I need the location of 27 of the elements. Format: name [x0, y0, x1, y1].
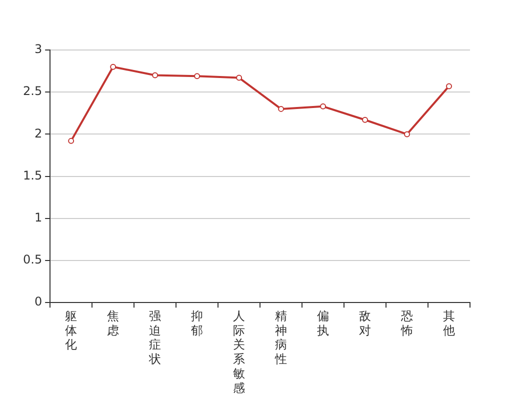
x-tick-label: 人际关系敏感 [233, 308, 246, 395]
point [152, 72, 158, 78]
point [236, 74, 242, 81]
x-tick-label: 抑郁 [191, 308, 204, 338]
y-tick-label: 2 [34, 126, 42, 140]
point [362, 116, 368, 123]
x-tick-label: 其他 [443, 308, 456, 338]
y-tick-label: 2.5 [22, 84, 42, 98]
point [278, 106, 284, 112]
x-tick-label: 强迫症状 [148, 308, 162, 366]
y-tick-label: 0 [34, 294, 42, 309]
y-tick-label: 0.5 [22, 252, 42, 267]
y-tick-label: 1.5 [22, 168, 42, 182]
x-tick-label: 精神病性 [274, 308, 288, 366]
point [446, 83, 452, 90]
point [320, 103, 326, 110]
point [68, 138, 74, 144]
point [194, 73, 200, 80]
y-tick-label: 1 [34, 210, 42, 225]
point [110, 64, 116, 70]
x-tick-label: 躯体化 [65, 308, 78, 352]
x-tick-label: 敌对 [359, 308, 372, 338]
x-tick-label: 焦虑 [107, 308, 120, 338]
point [404, 131, 410, 138]
x-tick-label: 恐怖 [400, 308, 414, 338]
x-tick-label: 偏执 [317, 308, 330, 338]
y-tick-label: 3 [34, 42, 42, 56]
